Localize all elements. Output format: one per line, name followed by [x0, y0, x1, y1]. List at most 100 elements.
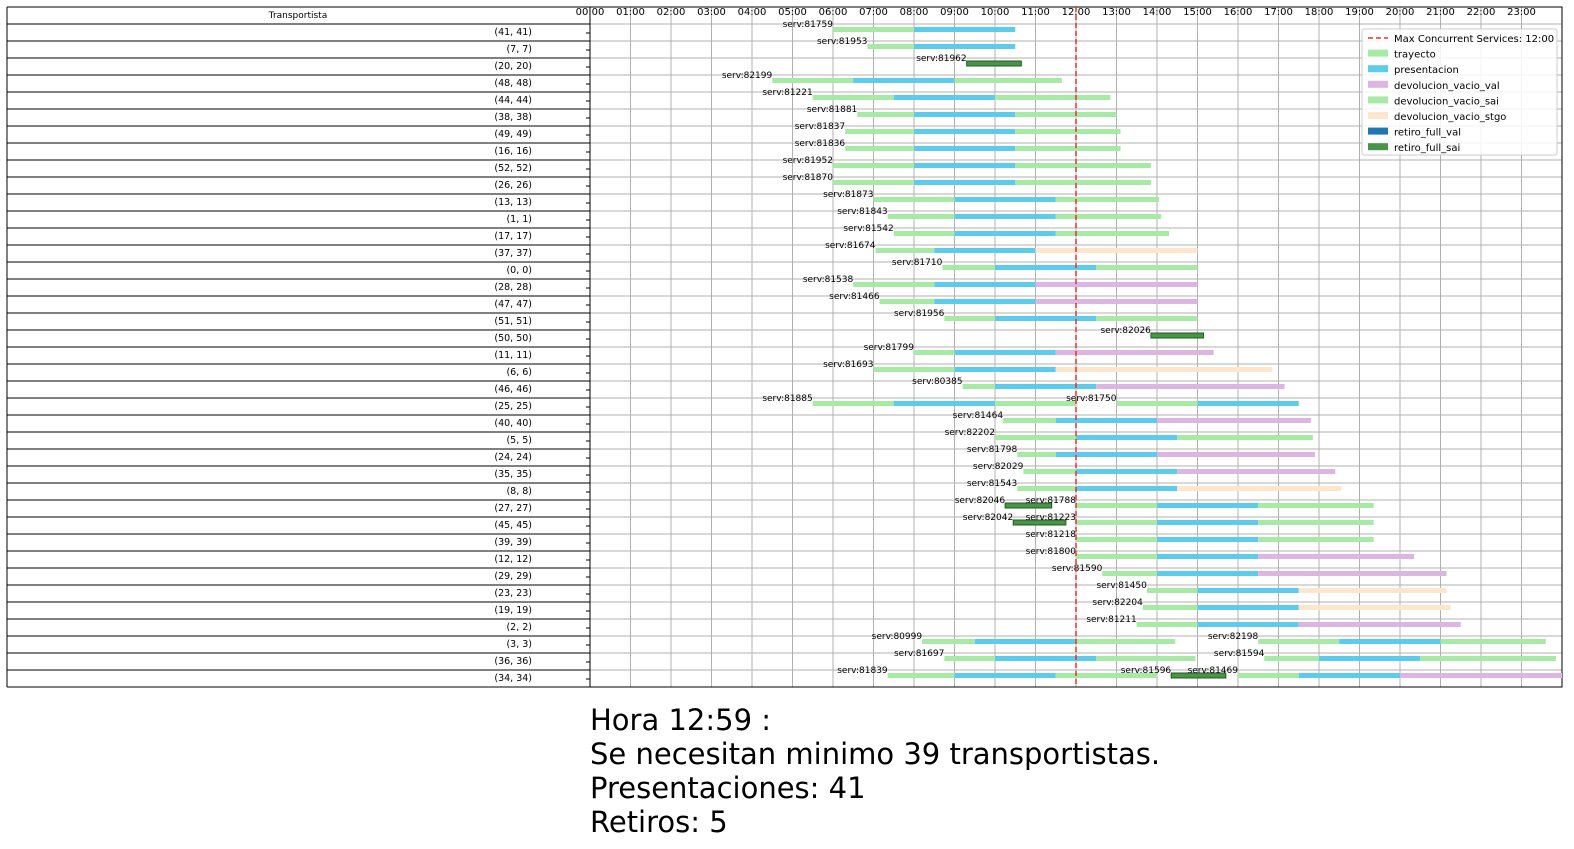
- service-label: serv:81799: [864, 343, 915, 353]
- bar-trayecto: [1076, 503, 1157, 508]
- bar-presentacion: [1197, 622, 1299, 627]
- summary-hour: Hora 12:59 :: [590, 703, 772, 737]
- row-label: (47, 47): [494, 299, 532, 310]
- row-label: (35, 35): [494, 469, 532, 480]
- bar-presentacion: [1157, 554, 1259, 559]
- bar-devolucion-vacio-sai: [1055, 197, 1160, 202]
- bar-trayecto: [1076, 537, 1157, 542]
- row-label: (11, 11): [494, 350, 532, 361]
- bar-trayecto: [1076, 520, 1157, 525]
- legend-swatch-presentacion: [1368, 65, 1388, 73]
- bar-devolucion-vacio-sai: [954, 78, 1062, 83]
- x-tick-label: 01:00: [616, 7, 645, 18]
- service-label: serv:81223: [1026, 513, 1076, 523]
- row-label: (51, 51): [494, 316, 532, 327]
- bar-presentacion: [1197, 588, 1299, 593]
- service-label: serv:81538: [803, 275, 854, 285]
- bar-devolucion-vacio-val: [1157, 452, 1315, 457]
- service-label: serv:81218: [1026, 530, 1077, 540]
- bar-devolucion-vacio-val: [1298, 622, 1461, 627]
- service-label: serv:82042: [963, 513, 1013, 523]
- bar-trayecto: [875, 248, 935, 253]
- bar-presentacion: [1319, 656, 1421, 661]
- bar-presentacion: [914, 163, 1016, 168]
- service-label: serv:81542: [843, 224, 893, 234]
- row-label: (25, 25): [494, 401, 532, 412]
- x-tick-label: 13:00: [1102, 7, 1131, 18]
- row-label: (1, 1): [506, 214, 532, 225]
- bar-devolucion-vacio-sai: [1055, 214, 1162, 219]
- bar-presentacion: [1055, 418, 1157, 423]
- bar-presentacion: [995, 316, 1097, 321]
- bar-presentacion: [1298, 673, 1400, 678]
- bar-presentacion: [1076, 435, 1178, 440]
- service-label: serv:82198: [1208, 632, 1259, 642]
- row-label: (8, 8): [506, 486, 532, 497]
- row-label: (48, 48): [494, 78, 532, 89]
- bar-trayecto: [879, 299, 935, 304]
- bar-devolucion-vacio-sai: [1055, 231, 1170, 236]
- legend-label: presentacion: [1394, 65, 1459, 76]
- bar-trayecto: [1076, 554, 1157, 559]
- row-label: (45, 45): [494, 520, 532, 531]
- row-label: (24, 24): [494, 452, 532, 463]
- x-tick-label: 02:00: [657, 7, 686, 18]
- x-tick-label: 22:00: [1467, 7, 1496, 18]
- bar-devolucion-vacio-val: [1055, 350, 1214, 355]
- row-label: (44, 44): [494, 95, 532, 106]
- bar-trayecto: [845, 129, 914, 134]
- bar-trayecto: [962, 384, 995, 389]
- row-label: (12, 12): [494, 554, 532, 565]
- x-tick-label: 19:00: [1345, 7, 1374, 18]
- bar-trayecto: [833, 163, 914, 168]
- bar-devolucion-vacio-sai: [1258, 503, 1374, 508]
- row-label: (3, 3): [506, 639, 532, 650]
- x-tick-label: 05:00: [778, 7, 807, 18]
- legend-label: Max Concurrent Services: 12:00: [1394, 34, 1554, 45]
- service-label: serv:81693: [823, 360, 873, 370]
- service-label: serv:81674: [825, 241, 876, 251]
- service-label: serv:80385: [912, 377, 962, 387]
- service-label: serv:81798: [967, 445, 1018, 455]
- row-label: (34, 34): [494, 673, 532, 684]
- bar-presentacion: [914, 180, 1016, 185]
- legend-swatch-devolucion-vacio-val: [1368, 80, 1388, 88]
- service-label: serv:81759: [783, 20, 834, 30]
- bar-devolucion-vacio-val: [1096, 384, 1285, 389]
- service-label: serv:81697: [894, 649, 944, 659]
- bar-presentacion: [1197, 401, 1299, 406]
- service-label: serv:82046: [955, 496, 1006, 506]
- bar-retiro-full-sai: [1170, 672, 1227, 679]
- x-tick-label: 08:00: [900, 7, 929, 18]
- bar-presentacion: [893, 95, 995, 100]
- bar-trayecto: [1102, 571, 1157, 576]
- bar-trayecto: [1017, 486, 1076, 491]
- legend-swatch-devolucion-vacio-stgo: [1368, 112, 1388, 119]
- bar-presentacion: [934, 282, 1036, 287]
- bar-trayecto: [995, 435, 1076, 440]
- bar-devolucion-vacio-val: [1035, 282, 1198, 287]
- row-label: (38, 38): [494, 112, 532, 123]
- bar-presentacion: [853, 78, 955, 83]
- row-label: (20, 20): [494, 61, 532, 72]
- bar-presentacion: [914, 44, 1016, 49]
- row-label: (41, 41): [494, 27, 532, 38]
- bar-trayecto: [1136, 622, 1198, 627]
- row-label: (17, 17): [494, 231, 532, 242]
- bar-devolucion-vacio-sai: [1440, 639, 1546, 644]
- bar-trayecto: [772, 78, 854, 83]
- x-tick-label: 18:00: [1305, 7, 1334, 18]
- bar-presentacion: [954, 350, 1056, 355]
- legend-label: retiro_full_val: [1394, 128, 1461, 139]
- bar-devolucion-vacio-sai: [995, 401, 1076, 406]
- bar-devolucion-vacio-sai: [1096, 656, 1196, 661]
- x-tick-label: 21:00: [1426, 7, 1455, 18]
- bar-presentacion: [954, 197, 1056, 202]
- legend-swatch-retiro-full-sai: [1368, 143, 1388, 151]
- bar-trayecto: [857, 112, 914, 117]
- service-label: serv:81953: [817, 37, 867, 47]
- x-tick-label: 16:00: [1224, 7, 1253, 18]
- bar-presentacion: [954, 673, 1056, 678]
- bar-retiro-full-sai: [1012, 519, 1067, 526]
- x-tick-label: 09:00: [940, 7, 969, 18]
